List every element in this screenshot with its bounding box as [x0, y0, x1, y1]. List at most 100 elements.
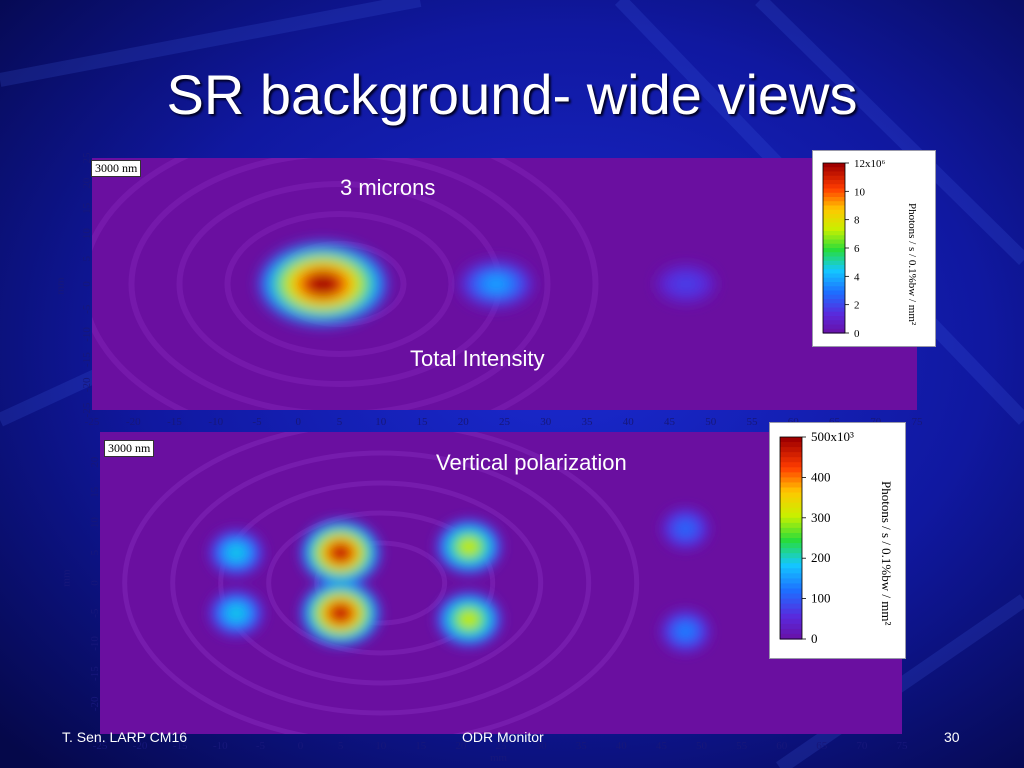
- x-tick-label: 0: [298, 740, 304, 752]
- scale-label: 3000 nm: [91, 160, 142, 177]
- colorbar-tick-label: 400: [811, 469, 831, 484]
- x-tick-label: 50: [696, 740, 708, 752]
- x-tick-label: 10: [375, 740, 387, 752]
- x-tick-label: 40: [616, 740, 628, 752]
- colorbar-gradient: [823, 163, 845, 334]
- x-tick-label: 10: [375, 416, 387, 428]
- colorbar-tick-label: 100: [811, 591, 831, 606]
- colorbar-tick-label: 6: [854, 243, 860, 255]
- intensity-peak: [661, 610, 710, 653]
- colorbar-label: Photons / s / 0.1%bw / mm²: [906, 203, 918, 326]
- x-tick-label: 0: [296, 416, 302, 428]
- x-tick-label: 30: [540, 416, 552, 428]
- interference-ring: [122, 432, 640, 734]
- x-tick-label: 15: [417, 416, 429, 428]
- x-tick-label: -20: [133, 740, 148, 752]
- colorbar-tick-label: 2: [854, 300, 860, 312]
- x-tick-label: 5: [338, 740, 344, 752]
- interference-ring: [224, 211, 455, 357]
- y-tick-label: -15: [89, 666, 101, 681]
- plot-area: [100, 432, 902, 734]
- vertical-polarization-heatmap: -25 -20 -15 -10 -5 0 5 10 15 20 25 30 35 40 45 50 55 60 65…: [89, 432, 909, 752]
- y-tick-label: 0: [81, 281, 93, 287]
- x-tick-label: 40: [623, 416, 635, 428]
- page-number: 30: [944, 729, 960, 745]
- intensity-peak: [657, 265, 715, 303]
- y-tick-label: -10: [89, 636, 101, 651]
- x-tick-label: 35: [576, 740, 588, 752]
- y-tick-label: -5: [81, 304, 93, 314]
- colorbar-tick-label: 0: [854, 328, 860, 340]
- x-tick-label: 50: [705, 416, 717, 428]
- interference-ring: [266, 510, 496, 656]
- x-tick-label: 60: [776, 740, 788, 752]
- footer-title: ODR Monitor: [462, 729, 544, 745]
- intensity-peak: [301, 580, 381, 646]
- intensity-peak: [662, 508, 709, 549]
- x-tick-label: 35: [582, 416, 594, 428]
- colorbar-top: 0 2 4 6 8 10 12x10⁶ Photons / s / 0.1%bw / mm²: [812, 150, 936, 347]
- colorbar-tick-label: 0: [811, 631, 818, 646]
- intensity-peak: [436, 519, 502, 574]
- colorbar-bottom: 0 100 200 300 400 500x10³ Photons / s / 0.1%bw…: [769, 422, 906, 659]
- colorbar-tick-label: 8: [854, 215, 860, 227]
- y-tick-label: -10: [81, 327, 93, 342]
- x-tick-label: 75: [912, 416, 924, 428]
- intensity-peak: [209, 590, 264, 637]
- intensity-peak: [209, 529, 264, 576]
- y-tick-label: 15: [81, 202, 93, 214]
- x-tick-label: -10: [213, 740, 228, 752]
- y-tick-label: -5: [89, 608, 101, 618]
- y-tick-label: 0: [89, 580, 101, 586]
- x-tick-label: -5: [252, 416, 262, 428]
- y-tick-label: -20: [81, 377, 93, 392]
- x-tick-label: -5: [256, 740, 266, 752]
- y-tick-label: 10: [89, 517, 101, 529]
- x-tick-label: 5: [337, 416, 343, 428]
- y-tick-label: 25: [81, 152, 93, 164]
- colorbar-tick-label: 12x10⁶: [854, 158, 886, 170]
- interference-ring: [92, 158, 599, 410]
- x-tick-label: -15: [167, 416, 182, 428]
- x-tick-label: 45: [656, 740, 668, 752]
- y-tick-label: 10: [81, 228, 93, 240]
- x-tick-label: -25: [93, 740, 108, 752]
- x-tick-label: -10: [208, 416, 223, 428]
- x-tick-label: 55: [736, 740, 748, 752]
- x-tick-label: 25: [496, 740, 508, 752]
- colorbar-gradient: [780, 437, 802, 640]
- colorbar-tick-label: 300: [811, 510, 831, 525]
- colorbar-label: Photons / s / 0.1%bw / mm²: [879, 481, 894, 625]
- y-tick-label: -25: [81, 402, 93, 417]
- slide-title: SR background- wide views: [166, 63, 858, 126]
- y-tick-label: 15: [89, 486, 101, 498]
- x-tick-label: -20: [126, 416, 141, 428]
- y-tick-label: 20: [89, 456, 101, 468]
- colorbar-tick-label: 500x10³: [811, 429, 854, 444]
- intensity-peak: [301, 520, 381, 586]
- x-tick-label: 15: [415, 740, 427, 752]
- x-axis-label: mm: [490, 752, 508, 764]
- interference-ring: [128, 158, 551, 410]
- interference-ring: [218, 480, 544, 686]
- interference-ring: [170, 450, 592, 716]
- plot-annotation: Total Intensity: [410, 346, 545, 371]
- colorbar-tick-label: 4: [854, 271, 860, 283]
- x-tick-label: 20: [458, 416, 470, 428]
- x-tick-label: 75: [897, 740, 909, 752]
- colorbar-tick-label: 10: [854, 186, 866, 198]
- y-axis-label: mm: [60, 569, 73, 587]
- intensity-peak: [460, 260, 533, 308]
- total-intensity-heatmap: -25-20-15-10-505101520253035404550556065…: [81, 152, 924, 428]
- colorbar-tick-label: 200: [811, 550, 831, 565]
- y-tick-label: 5: [89, 550, 101, 556]
- intensity-peak: [259, 242, 387, 326]
- interference-ring: [314, 540, 448, 626]
- x-tick-label: 65: [816, 740, 828, 752]
- x-tick-label: -25: [85, 416, 100, 428]
- footer-author: T. Sen. LARP CM16: [62, 729, 188, 745]
- scale-label: 3000 nm: [104, 440, 155, 457]
- y-tick-label: 20: [81, 177, 93, 189]
- plot-title: Vertical polarization: [436, 450, 627, 475]
- x-tick-label: 25: [499, 416, 511, 428]
